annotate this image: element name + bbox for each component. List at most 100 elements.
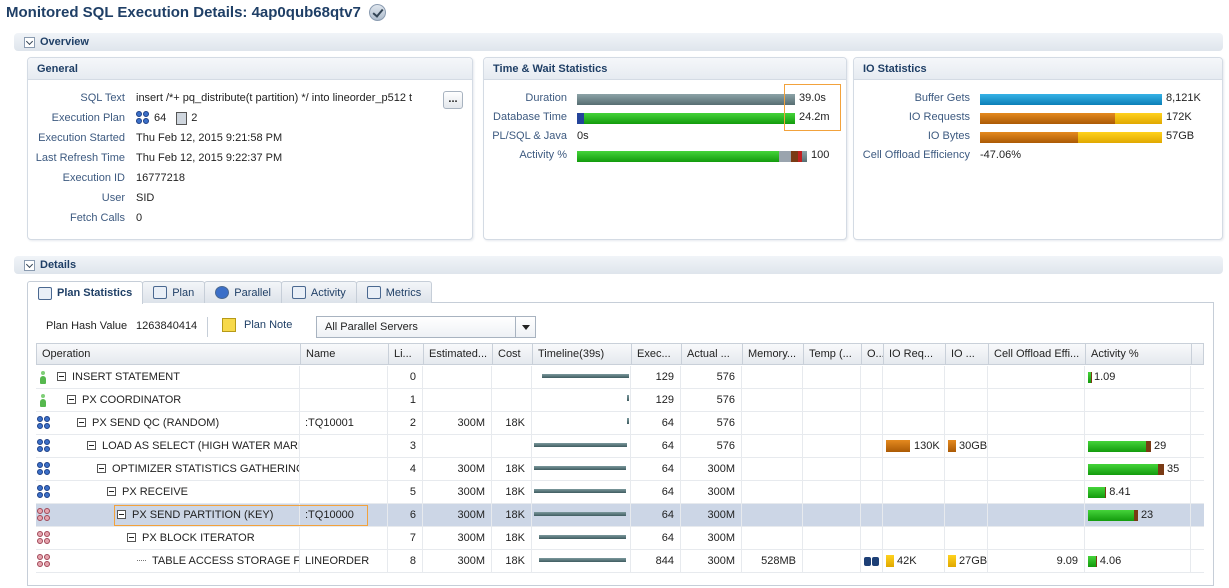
- time-wait-panel-title: Time & Wait Statistics: [484, 58, 846, 80]
- column-header[interactable]: Memory...: [743, 344, 804, 365]
- time-wait-value: 100: [811, 149, 830, 161]
- table-cell: [945, 458, 988, 481]
- memory-cell: [742, 389, 803, 412]
- tab-label: Parallel: [234, 286, 271, 299]
- bar-segment: [577, 94, 795, 105]
- cell-offload-cell: [988, 412, 1085, 435]
- exec-cell: 64: [631, 527, 681, 550]
- activity-bar: [1088, 372, 1091, 383]
- cost-cell: [492, 389, 532, 412]
- tab-label: Activity: [310, 286, 346, 299]
- binoculars-icon[interactable]: [864, 555, 880, 567]
- timeline-bar: [627, 418, 630, 424]
- bar-segment: [1114, 113, 1162, 124]
- tab-plan-statistics[interactable]: Plan Statistics: [27, 281, 144, 304]
- overview-section-header[interactable]: Overview: [14, 33, 1223, 51]
- tab-plan[interactable]: Plan: [142, 281, 206, 303]
- column-header[interactable]: Operation: [37, 344, 301, 365]
- page-title: Monitored SQL Execution Details: 4ap0qub…: [6, 4, 386, 21]
- plan-count-instances: 2: [191, 112, 198, 124]
- activity-value: 23: [1140, 509, 1154, 521]
- table-row[interactable]: PX RECEIVE 5 300M 18K 64 300M 8.41: [36, 481, 1204, 504]
- person-icon: [40, 394, 46, 408]
- table-row[interactable]: INSERT STATEMENT 0 129 576 1.09: [36, 366, 1204, 389]
- bar-segment: [980, 132, 1079, 143]
- table-cell: [532, 550, 631, 573]
- column-header[interactable]: Li...: [389, 344, 424, 365]
- collapse-node-icon[interactable]: [67, 395, 76, 404]
- column-header[interactable]: Cell Offload Effi...: [989, 344, 1086, 365]
- name-cell: [300, 435, 388, 458]
- column-header[interactable]: Temp (...: [804, 344, 862, 365]
- line-cell: 7: [388, 527, 423, 550]
- cell-offload-cell: [988, 527, 1085, 550]
- collapse-node-icon[interactable]: [117, 510, 126, 519]
- column-header[interactable]: Estimated...: [424, 344, 493, 365]
- collapse-node-icon[interactable]: [107, 487, 116, 496]
- sql-text-more-button[interactable]: ...: [443, 91, 463, 109]
- table-cell: [1085, 504, 1191, 527]
- collapse-node-icon[interactable]: [97, 464, 106, 473]
- table-row[interactable]: PX COORDINATOR 1 129 576: [36, 389, 1204, 412]
- collapse-node-icon[interactable]: [127, 533, 136, 542]
- actual-cell: 300M: [681, 527, 742, 550]
- cost-cell: 18K: [492, 550, 532, 573]
- exec-cell: 129: [631, 366, 681, 389]
- table-row[interactable]: PX BLOCK ITERATOR 7 300M 18K 64 300M: [36, 527, 1204, 550]
- exec-cell: 64: [631, 504, 681, 527]
- table-cell: [532, 481, 631, 504]
- group-icon: [215, 286, 230, 299]
- plan-note-link[interactable]: Plan Note: [244, 319, 293, 331]
- column-header[interactable]: Name: [301, 344, 389, 365]
- activity-bar: [1088, 510, 1138, 521]
- bar-segment: [1078, 132, 1162, 143]
- details-section-header[interactable]: Details: [14, 256, 1223, 274]
- name-cell: LINEORDER: [300, 550, 388, 573]
- table-row[interactable]: TABLE ACCESS STORAGE F... LINEORDER 8 300M 1…: [36, 550, 1204, 573]
- column-header[interactable]: IO ...: [946, 344, 989, 365]
- table-cell: [803, 389, 861, 412]
- activity-value: 35: [1167, 463, 1180, 475]
- column-header[interactable]: Exec...: [632, 344, 682, 365]
- table-row[interactable]: LOAD AS SELECT (HIGH WATER MARK) 3 64 576 13…: [36, 435, 1204, 458]
- parallel-server-select[interactable]: All Parallel Servers: [316, 316, 536, 338]
- divider: [207, 317, 208, 337]
- table-cell: [945, 435, 988, 458]
- table-row[interactable]: PX SEND PARTITION (KEY):TQ10000 6 300M 18K 6…: [36, 504, 1204, 527]
- table-cell: [1085, 389, 1191, 412]
- check-icon: [368, 4, 386, 21]
- activity-bar: [1088, 441, 1151, 452]
- io-value: -47.06%: [980, 149, 1021, 161]
- table-icon: [38, 286, 52, 300]
- execution-plan-value: 64 2: [136, 111, 197, 125]
- tab-activity[interactable]: Activity: [280, 281, 357, 303]
- column-header[interactable]: Actual ...: [682, 344, 743, 365]
- chevron-down-icon[interactable]: [515, 317, 535, 337]
- column-header[interactable]: IO Req...: [884, 344, 946, 365]
- cell-offload-cell: [988, 458, 1085, 481]
- column-header[interactable]: O...: [862, 344, 884, 365]
- collapse-node-icon[interactable]: [57, 372, 66, 381]
- column-header[interactable]: Activity %: [1086, 344, 1192, 365]
- time-wait-value: 39.0s: [799, 92, 826, 104]
- cell-offload-cell: [988, 481, 1085, 504]
- collapse-toggle-icon[interactable]: [24, 36, 35, 48]
- table-cell: [1085, 435, 1191, 458]
- column-header[interactable]: Cost: [493, 344, 533, 365]
- operation-text: PX SEND PARTITION (KEY): [132, 509, 274, 521]
- general-label: Execution Plan: [51, 112, 125, 124]
- column-header[interactable]: Timeline(39s): [533, 344, 632, 365]
- io-value: 172K: [1166, 111, 1192, 123]
- table-cell: [1085, 481, 1191, 504]
- general-value: SID: [136, 192, 155, 204]
- table-row[interactable]: PX SEND QC (RANDOM):TQ10001 2 300M 18K 64 576: [36, 412, 1204, 435]
- collapse-toggle-icon[interactable]: [24, 259, 35, 271]
- io-requests-bar: [886, 440, 910, 452]
- table-row[interactable]: OPTIMIZER STATISTICS GATHERING 4 300M 18K 64…: [36, 458, 1204, 481]
- collapse-node-icon[interactable]: [87, 441, 96, 450]
- tab-parallel[interactable]: Parallel: [204, 281, 282, 303]
- tab-metrics[interactable]: Metrics: [355, 281, 433, 303]
- collapse-node-icon[interactable]: [77, 418, 86, 427]
- table-cell: [883, 412, 945, 435]
- line-cell: 2: [388, 412, 423, 435]
